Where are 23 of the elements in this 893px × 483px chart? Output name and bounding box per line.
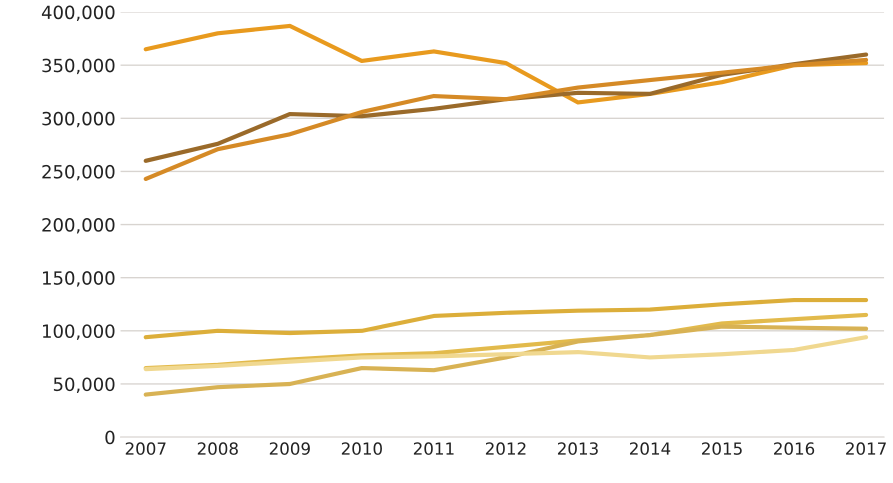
- x-tick-label: 2016: [774, 442, 814, 455]
- y-tick-label: 250,000: [42, 164, 114, 180]
- line-series: [144, 298, 868, 340]
- y-tick-label: 50,000: [54, 377, 114, 393]
- x-tick-label: 2012: [486, 442, 526, 455]
- x-tick-label: 2015: [702, 442, 742, 455]
- y-tick-label: 200,000: [42, 218, 114, 234]
- x-tick-label: 2007: [126, 442, 166, 455]
- x-tick-label: 2014: [630, 442, 670, 455]
- line-series: [144, 58, 868, 181]
- x-tick-label: 2009: [270, 442, 310, 455]
- y-tick-label: 400,000: [42, 6, 114, 22]
- y-tick-label: 300,000: [42, 112, 114, 128]
- x-tick-label: 2011: [414, 442, 454, 455]
- y-tick-label: 350,000: [42, 58, 114, 74]
- y-tick-label: 100,000: [43, 324, 114, 340]
- x-tick-label: 2010: [342, 442, 382, 455]
- x-tick-label: 2013: [558, 442, 598, 455]
- line-series: [144, 335, 868, 372]
- y-tick-label: 150,000: [43, 271, 114, 287]
- x-tick-label: 2008: [198, 442, 238, 455]
- y-tick-label: 0: [105, 430, 114, 444]
- x-tick-label: 2017: [846, 442, 886, 455]
